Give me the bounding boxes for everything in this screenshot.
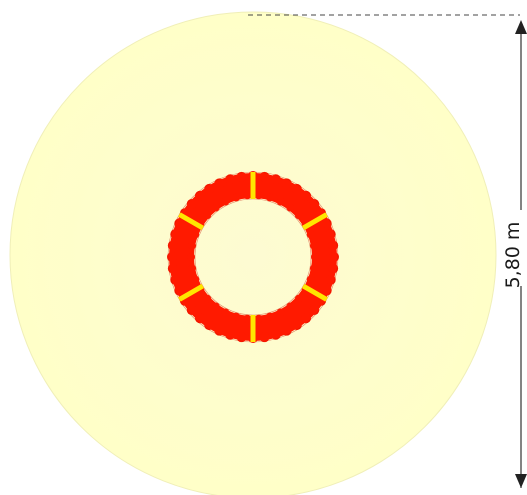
ring-bump	[321, 218, 332, 229]
ring-bump	[259, 171, 270, 182]
ring-bump	[309, 198, 320, 209]
ring-bump	[270, 174, 281, 185]
ring-bump	[325, 274, 336, 285]
ring-bump	[270, 329, 281, 340]
dimension-arrow-top-icon	[515, 20, 527, 34]
ring-bump	[301, 313, 312, 324]
ring-bump	[309, 264, 318, 273]
ring-bump	[243, 191, 252, 200]
ring-bump	[188, 264, 197, 273]
ring-bump	[174, 285, 185, 296]
ring-mark	[301, 212, 328, 231]
ring-bump	[194, 313, 205, 324]
ring-bump	[328, 240, 339, 251]
ring-bump	[204, 183, 215, 194]
ring-mark	[178, 212, 205, 231]
ring-bump	[232, 193, 241, 202]
ring-bump	[225, 174, 236, 185]
ring-bump	[191, 275, 200, 284]
ring-bump	[286, 203, 295, 212]
ring-bump	[259, 332, 270, 343]
ring-bump	[265, 312, 274, 321]
ring-bump	[167, 240, 178, 251]
ring-mark	[301, 283, 328, 302]
dimension-indicator: 5,80 m	[248, 14, 527, 488]
ring-bump	[291, 183, 302, 194]
ring-bump	[294, 211, 303, 220]
ring-mark	[178, 283, 205, 302]
ring-bump	[306, 275, 315, 284]
ring-bump	[170, 229, 181, 240]
fall-zone-circle	[9, 11, 497, 495]
ring-bump	[329, 252, 339, 262]
ring-bump	[291, 320, 302, 331]
ring-bump	[167, 252, 177, 262]
ring-bump	[194, 190, 205, 201]
ring-bump	[167, 263, 178, 274]
ring-bump	[236, 171, 247, 182]
ring	[167, 171, 339, 343]
ring-bump	[221, 308, 230, 317]
ring-bump	[311, 253, 319, 261]
ring-bump	[306, 230, 315, 239]
ring-bump	[191, 230, 200, 239]
dimension-label-background	[498, 210, 525, 286]
ring-bump	[254, 314, 263, 323]
ring-bump	[214, 178, 225, 189]
ring-bump	[301, 190, 312, 201]
ring-bump	[309, 305, 320, 316]
ring-bump	[204, 320, 215, 331]
ring-bump	[211, 302, 220, 311]
ring-bump	[328, 263, 339, 274]
ring-bump	[225, 329, 236, 340]
ring-bump	[265, 193, 274, 202]
ring-bump	[243, 314, 252, 323]
dimension-label: 5,80 m	[502, 222, 524, 289]
ring-bump	[203, 294, 212, 303]
ring-bump	[221, 197, 230, 206]
ring-bump	[286, 302, 295, 311]
ring-bump	[188, 241, 197, 250]
ring-bump	[325, 229, 336, 240]
ring-bump	[203, 211, 212, 220]
ring-bump	[232, 312, 241, 321]
ring-bump	[276, 197, 285, 206]
ring-bump	[276, 308, 285, 317]
ring-bump	[211, 203, 220, 212]
ring-bump	[281, 178, 292, 189]
ring-bump	[321, 285, 332, 296]
ring-bump	[214, 325, 225, 336]
ring-bump	[236, 332, 247, 343]
ring-bump	[170, 274, 181, 285]
dimension-arrow-bottom-icon	[515, 474, 527, 488]
ring-bump	[294, 294, 303, 303]
ring-bump	[174, 218, 185, 229]
ring-bump	[186, 198, 197, 209]
ring-bump	[187, 253, 195, 261]
ring-bump	[254, 191, 263, 200]
ring-bump	[309, 241, 318, 250]
ring-bump	[186, 305, 197, 316]
ring-bump	[281, 325, 292, 336]
